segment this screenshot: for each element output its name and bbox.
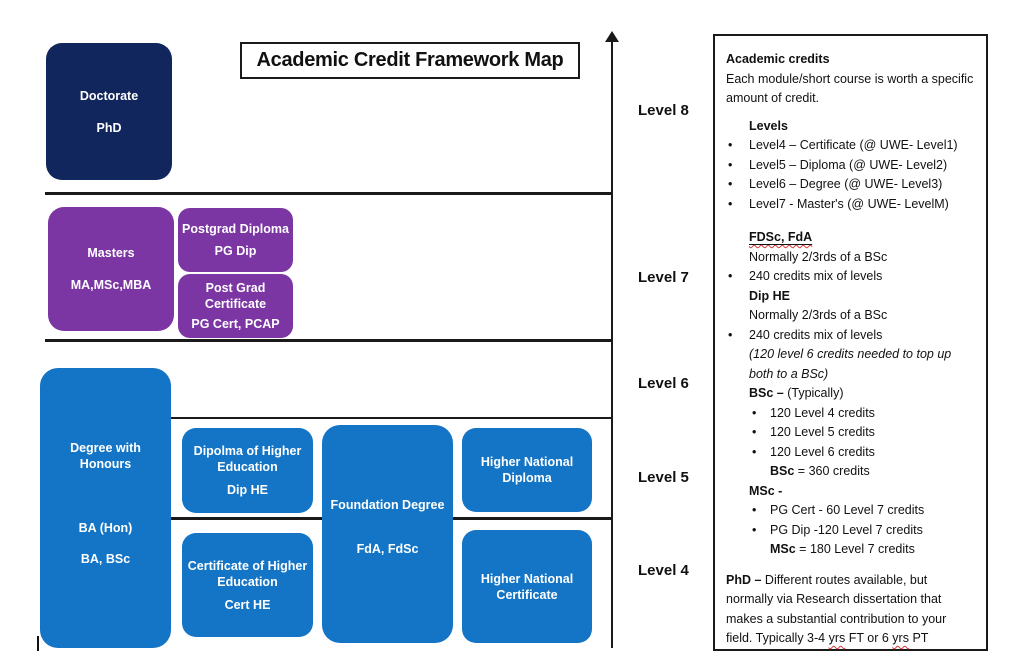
box-degree-with-honours: Degree with Honours BA (Hon) BA, BSc bbox=[40, 368, 171, 648]
box-sublabel: PG Dip bbox=[214, 244, 257, 258]
box-postgrad-diploma: Postgrad Diploma PG Dip bbox=[178, 208, 293, 272]
box-postgrad-certificate: Post Grad Certificate PG Cert, PCAP bbox=[178, 274, 293, 338]
box-label: Degree with bbox=[70, 441, 141, 455]
box-sublabel: MA,MSc,MBA bbox=[70, 278, 152, 292]
level-divider-line-6-5 bbox=[45, 417, 613, 419]
dip-he-heading: Dip HE bbox=[749, 288, 790, 303]
msc-credit-item: PG Dip -120 Level 7 credits bbox=[750, 521, 975, 541]
box-label: Higher National bbox=[480, 455, 574, 469]
box-sublabel: Dip HE bbox=[227, 483, 268, 497]
fdsc-fda-heading: FDSc, FdA bbox=[749, 230, 813, 244]
box-label: Higher National bbox=[480, 571, 574, 586]
bsc-credit-item: 120 Level 4 credits bbox=[750, 404, 975, 424]
box-sublabel: BA, BSc bbox=[80, 552, 131, 566]
box-label: Education bbox=[217, 460, 278, 474]
diphe-credits-bullet: 240 credits mix of levels bbox=[726, 326, 975, 346]
panel-heading: Academic credits bbox=[726, 52, 830, 66]
box-label: Honours bbox=[79, 457, 132, 471]
box-label: Foundation Degree bbox=[330, 498, 445, 512]
box-sublabel: PhD bbox=[96, 120, 122, 135]
diphe-normally-line: Normally 2/3rds of a BSc bbox=[749, 308, 888, 322]
phd-paragraph: PhD – Different routes available, but no… bbox=[726, 572, 947, 646]
box-higher-national-certificate: Higher National Certificate bbox=[462, 530, 592, 643]
fd-credits-bullet: 240 credits mix of levels bbox=[726, 267, 975, 287]
bsc-credit-item: 120 Level 5 credits bbox=[750, 423, 975, 443]
box-sublabel: PG Cert, PCAP bbox=[191, 317, 280, 331]
level-bullet-item: Level5 – Diploma (@ UWE- Level2) bbox=[726, 156, 975, 176]
box-masters: Masters MA,MSc,MBA bbox=[48, 207, 174, 331]
box-label: Certificate bbox=[496, 587, 558, 602]
arrow-up-icon bbox=[605, 31, 619, 42]
axis-label-level-7: Level 7 bbox=[638, 269, 689, 286]
top-up-note: (120 level 6 credits needed to top up bo… bbox=[749, 347, 952, 381]
axis-label-level-6: Level 6 bbox=[638, 375, 689, 392]
box-foundation-degree: Foundation Degree FdA, FdSc bbox=[322, 425, 453, 643]
box-higher-national-diploma: Higher National Diploma bbox=[462, 428, 592, 512]
msc-total-line: MSc = 180 Level 7 credits bbox=[770, 542, 915, 556]
box-label: Education bbox=[217, 574, 278, 589]
box-doctorate-phd: Doctorate PhD bbox=[46, 43, 172, 180]
level-divider-line-8-7 bbox=[45, 192, 613, 195]
bsc-typically-heading: BSc – (Typically) bbox=[749, 386, 844, 400]
level-axis-line bbox=[611, 40, 613, 648]
axis-label-level-8: Level 8 bbox=[638, 102, 689, 119]
box-label: Dipolma of Higher bbox=[193, 444, 302, 458]
box-diploma-of-higher-education: Dipolma of Higher Education Dip HE bbox=[182, 428, 313, 513]
fd-normally-line: Normally 2/3rds of a BSc bbox=[749, 249, 888, 264]
box-label: Diploma bbox=[502, 471, 552, 485]
bsc-total-line: BSc = 360 credits bbox=[770, 464, 870, 478]
box-label: Postgrad Diploma bbox=[182, 222, 289, 236]
box-sublabel: Cert HE bbox=[224, 597, 271, 612]
box-label: Doctorate bbox=[79, 88, 139, 103]
box-label: Certificate bbox=[204, 297, 267, 311]
msc-heading: MSc - bbox=[749, 483, 783, 498]
box-label: Certificate of Higher bbox=[187, 558, 308, 573]
box-sublabel: FdA, FdSc bbox=[356, 542, 419, 556]
level-bullet-item: Level7 - Master's (@ UWE- LevelM) bbox=[726, 195, 975, 215]
academic-credits-panel: Academic credits Each module/short cours… bbox=[713, 34, 988, 651]
level-divider-line-7-6 bbox=[45, 339, 613, 342]
box-label: Masters bbox=[87, 246, 135, 260]
level-bullet-item: Level6 – Degree (@ UWE- Level3) bbox=[726, 175, 975, 195]
diagram-title: Academic Credit Framework Map bbox=[240, 42, 580, 79]
axis-label-level-4: Level 4 bbox=[638, 562, 689, 579]
msc-credit-item: PG Cert - 60 Level 7 credits bbox=[750, 501, 975, 521]
box-sublabel: BA (Hon) bbox=[78, 521, 133, 535]
text-cursor bbox=[37, 636, 39, 651]
axis-label-level-5: Level 5 bbox=[638, 469, 689, 486]
level-bullet-item: Level4 – Certificate (@ UWE- Level1) bbox=[726, 136, 975, 156]
box-certificate-of-higher-education: Certificate of Higher Education Cert HE bbox=[182, 533, 313, 637]
box-label: Post Grad bbox=[205, 281, 266, 295]
levels-heading: Levels bbox=[749, 118, 788, 133]
panel-intro: Each module/short course is worth a spec… bbox=[726, 71, 974, 106]
bsc-credit-item: 120 Level 6 credits bbox=[750, 443, 975, 463]
